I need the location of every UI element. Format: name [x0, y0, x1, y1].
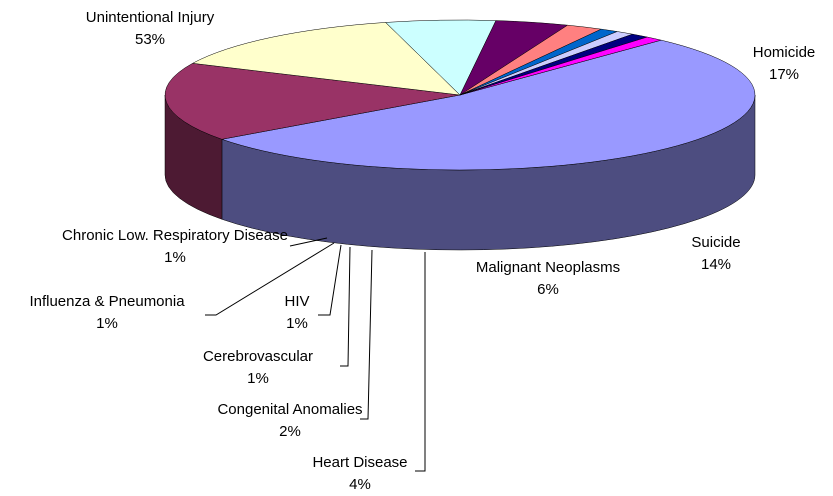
label-value: 14% — [700, 256, 732, 273]
data-label: Chronic Low. Respiratory Disease 1% — [45, 225, 305, 269]
data-label: HIV 1% — [257, 291, 337, 335]
label-name: Heart Disease — [312, 454, 408, 471]
leader-line — [205, 242, 335, 316]
pie-slice — [220, 39, 756, 171]
leader-line — [360, 249, 373, 420]
data-label: Suicide 14% — [656, 232, 776, 276]
label-value: 6% — [537, 281, 559, 298]
label-value: 17% — [768, 66, 800, 83]
leader-line — [415, 252, 426, 472]
label-name: Cerebrovascular — [202, 348, 314, 365]
pie-slice — [459, 36, 662, 96]
label-name: Congenital Anomalies — [217, 401, 363, 418]
pie-slice — [164, 63, 461, 140]
label-name: Unintentional Injury — [85, 9, 215, 26]
data-label: Influenza & Pneumonia 1% — [7, 291, 207, 335]
label-value: 1% — [96, 315, 118, 332]
data-label: Congenital Anomalies 2% — [200, 399, 380, 443]
data-label: Homicide 17% — [724, 42, 833, 86]
label-value: 1% — [247, 370, 269, 387]
data-label: Cerebrovascular 1% — [183, 346, 333, 390]
label-value: 4% — [349, 476, 371, 493]
data-label: Malignant Neoplasms 6% — [458, 257, 638, 301]
leader-line — [340, 246, 351, 367]
data-label: Unintentional Injury 53% — [50, 7, 250, 51]
label-value: 1% — [286, 315, 308, 332]
leader-line — [318, 244, 342, 316]
label-name: Malignant Neoplasms — [475, 259, 621, 276]
leader-line — [289, 237, 328, 247]
label-name: Suicide — [691, 234, 741, 251]
label-name: HIV — [284, 293, 310, 310]
label-name: Homicide — [752, 44, 816, 61]
label-name: Chronic Low. Respiratory Disease — [62, 227, 288, 244]
pie-slice — [191, 22, 461, 96]
leader-lines — [205, 237, 426, 472]
label-name: Influenza & Pneumonia — [29, 293, 185, 310]
pie-tops — [164, 19, 756, 171]
label-value: 2% — [279, 423, 301, 440]
data-label: Heart Disease 4% — [285, 452, 435, 496]
label-value: 1% — [164, 249, 186, 266]
label-value: 53% — [134, 31, 166, 48]
